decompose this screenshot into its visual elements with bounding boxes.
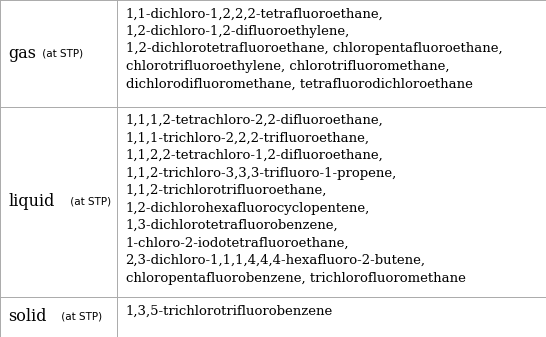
Text: solid: solid [8,308,47,326]
Text: liquid: liquid [8,193,55,210]
Text: gas: gas [8,45,36,62]
Text: 1,1,1,2-tetrachloro-2,2-difluoroethane,
1,1,1-trichloro-2,2,2-trifluoroethane,
1: 1,1,1,2-tetrachloro-2,2-difluoroethane, … [126,114,465,285]
Text: (at STP): (at STP) [39,49,82,58]
Text: (at STP): (at STP) [58,312,102,322]
Text: 1,1-dichloro-1,2,2,2-tetrafluoroethane,
1,2-dichloro-1,2-difluoroethylene,
1,2-d: 1,1-dichloro-1,2,2,2-tetrafluoroethane, … [126,7,502,90]
Text: (at STP): (at STP) [67,197,111,207]
Text: 1,3,5-trichlorotrifluorobenzene: 1,3,5-trichlorotrifluorobenzene [126,304,333,317]
